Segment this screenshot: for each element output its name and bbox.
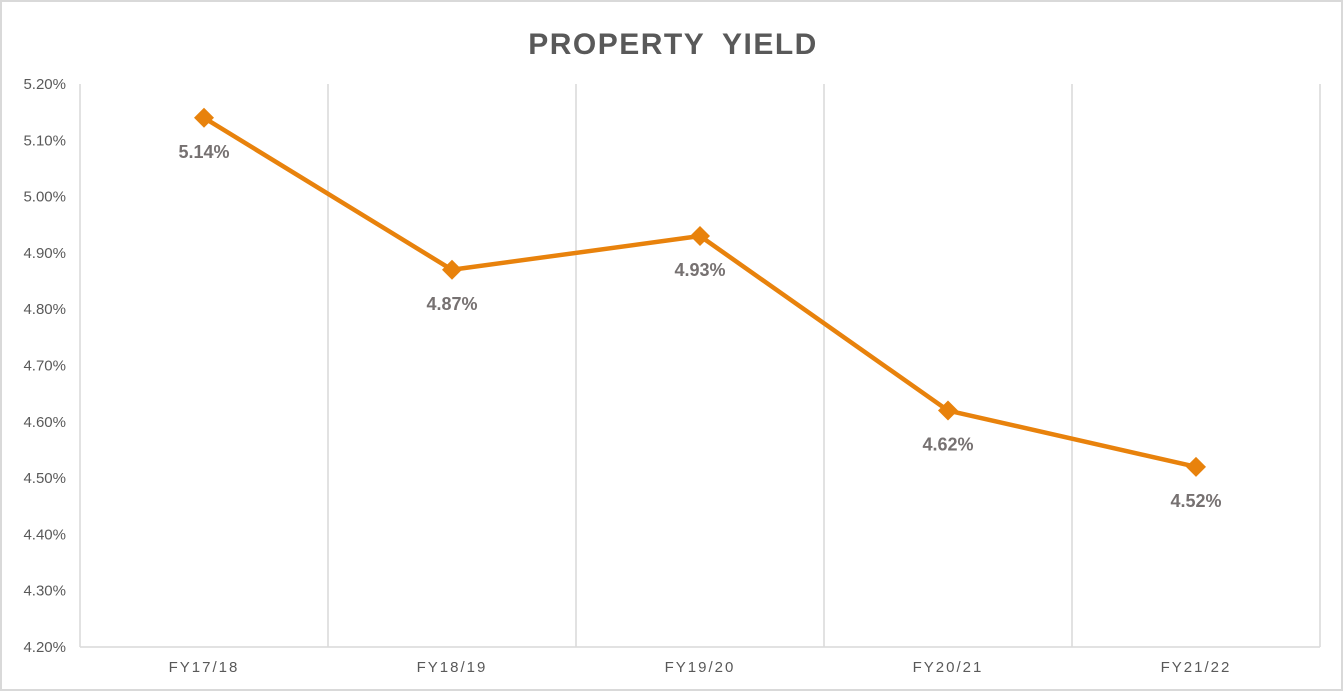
axis-lines xyxy=(79,84,1320,648)
data-point-label: 4.62% xyxy=(922,435,973,455)
x-tick-label: FY20/21 xyxy=(913,659,984,676)
data-labels: 5.14% 4.87% 4.93% 4.62% 4.52% xyxy=(178,142,1221,511)
chart-title: PROPERTY YIELD xyxy=(528,28,818,61)
data-point-marker[interactable] xyxy=(442,259,462,280)
y-tick-label: 4.60% xyxy=(23,414,66,431)
x-tick-label: FY17/18 xyxy=(169,659,240,676)
y-tick-label: 4.20% xyxy=(23,639,66,656)
y-tick-label: 4.40% xyxy=(23,526,66,543)
y-tick-label: 5.10% xyxy=(23,132,66,149)
data-point-marker[interactable] xyxy=(690,226,710,247)
y-tick-label: 4.70% xyxy=(23,358,66,375)
plot-area xyxy=(80,84,1320,647)
y-axis-labels: 4.20% 4.30% 4.40% 4.50% 4.60% 4.70% 4.80% 4.90%… xyxy=(23,76,66,656)
data-point-marker[interactable] xyxy=(194,107,214,128)
data-point-label: 4.93% xyxy=(674,260,725,280)
x-tick-label: FY18/19 xyxy=(417,659,488,676)
y-tick-label: 4.90% xyxy=(23,245,66,262)
gridlines xyxy=(327,84,1321,647)
series-group xyxy=(194,107,1206,477)
data-point-label: 4.52% xyxy=(1170,491,1221,511)
y-tick-label: 4.30% xyxy=(23,583,66,600)
data-point-label: 5.14% xyxy=(178,142,229,162)
data-point-label: 4.87% xyxy=(426,294,477,314)
y-tick-label: 4.80% xyxy=(23,301,66,318)
y-tick-label: 5.00% xyxy=(23,189,66,206)
x-tick-label: FY19/20 xyxy=(665,659,736,676)
y-tick-label: 4.50% xyxy=(23,470,66,487)
x-tick-label: FY21/22 xyxy=(1161,659,1232,676)
y-tick-label: 5.20% xyxy=(23,76,66,93)
data-point-marker[interactable] xyxy=(938,400,958,421)
x-axis-labels: FY17/18 FY18/19 FY19/20 FY20/21 FY21/22 xyxy=(169,659,1232,676)
data-point-marker[interactable] xyxy=(1186,456,1206,477)
